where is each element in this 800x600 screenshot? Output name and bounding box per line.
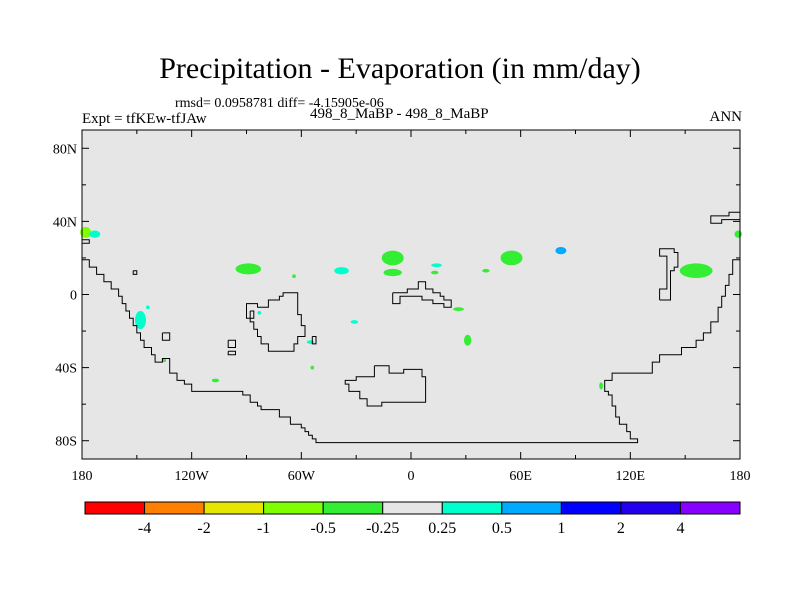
colorbar-swatch (501, 501, 562, 515)
coastline-layer (82, 211, 740, 444)
anomaly-region (89, 230, 101, 238)
anomaly-region (500, 250, 523, 266)
anomaly-region (334, 267, 349, 275)
colorbar-swatch (144, 501, 205, 515)
coastline (392, 281, 452, 308)
coastline (344, 365, 427, 407)
coastline (161, 332, 171, 341)
experiment-label: Expt = tfKEw-tfJAw (82, 111, 207, 127)
anomaly-region (599, 382, 603, 390)
anomaly-region (431, 263, 443, 268)
x-tick-label: 60W (288, 469, 316, 484)
anomaly-region (482, 268, 490, 273)
colorbar: -4 -2 -1 -0.5 -0.25 0.25 0.5 1 2 4 (84, 501, 741, 537)
coastline (710, 211, 740, 224)
x-tick-label: 180 (72, 469, 93, 484)
coastline (132, 270, 138, 275)
colorbar-swatch (203, 501, 265, 515)
colorbar-swatch (560, 501, 622, 515)
colorbar-label: 0.5 (492, 520, 512, 537)
x-tick-label: 120E (616, 469, 646, 484)
colorbar-label: -0.5 (311, 520, 336, 537)
anomaly-region (145, 305, 150, 310)
anomaly-region (350, 320, 358, 324)
colorbar-swatch (382, 501, 443, 515)
anomaly-region (381, 250, 404, 266)
colorbar-swatch (441, 501, 503, 515)
coastline (311, 336, 317, 345)
anomaly-region (453, 307, 465, 311)
anomaly-region (431, 270, 439, 275)
colorbar-label: -2 (197, 520, 210, 537)
anomaly-region (211, 378, 220, 383)
colorbar-label: 2 (617, 520, 625, 537)
colorbar-swatch (263, 501, 324, 515)
x-tick-label: 180 (730, 469, 751, 484)
x-tick-label: 120W (175, 469, 210, 484)
case-label: 498_8_MaBP - 498_8_MaBP (310, 106, 489, 122)
colorbar-swatch (84, 501, 146, 515)
y-tick-label: 80S (55, 435, 77, 450)
coastline (246, 292, 306, 352)
coastline (82, 259, 740, 444)
anomaly-region (257, 310, 262, 315)
coastline (227, 350, 236, 356)
chart-title: Precipitation - Evaporation (in mm/day) (159, 52, 641, 85)
colorbar-label: 0.25 (428, 520, 456, 537)
colorbar-swatch (620, 501, 681, 515)
anomaly-region (235, 263, 262, 275)
y-tick-label: 0 (70, 289, 77, 304)
colorbar-label: -0.25 (366, 520, 399, 537)
stats-label: rmsd= 0.0958781 diff= -4.15905e-06 (175, 96, 384, 111)
x-tick-label: 60E (509, 469, 532, 484)
colorbar-label: 1 (557, 520, 565, 537)
anomaly-region (555, 246, 567, 255)
anomaly-region (306, 340, 315, 344)
anomaly-region (383, 268, 402, 277)
anomaly-region (310, 365, 315, 370)
anomaly-region (679, 263, 713, 279)
coastline (227, 339, 236, 348)
x-tick-label: 0 (408, 469, 415, 484)
anomaly-region (464, 334, 472, 346)
colorbar-swatch (679, 501, 741, 515)
y-tick-label: 80N (53, 142, 77, 157)
season-label: ANN (709, 109, 743, 125)
colorbar-label: -1 (257, 520, 270, 537)
anomaly-region (162, 358, 167, 363)
anomaly-region (80, 226, 92, 238)
y-tick-label: 40S (55, 362, 77, 377)
colorbar-label: -4 (138, 520, 151, 537)
coastline (82, 239, 90, 244)
colorbar-swatch (322, 501, 384, 515)
tick-layer: 180 120W 60W 0 60E 120E 180 80N 40N 0 40S 80S (53, 130, 751, 484)
map-background (82, 130, 740, 459)
colorbar-label: 4 (676, 520, 684, 537)
coastline (659, 248, 679, 301)
y-tick-label: 40N (53, 215, 77, 230)
anomaly-region (135, 310, 146, 330)
anomaly-region (292, 274, 296, 279)
anomaly-region (734, 230, 742, 238)
